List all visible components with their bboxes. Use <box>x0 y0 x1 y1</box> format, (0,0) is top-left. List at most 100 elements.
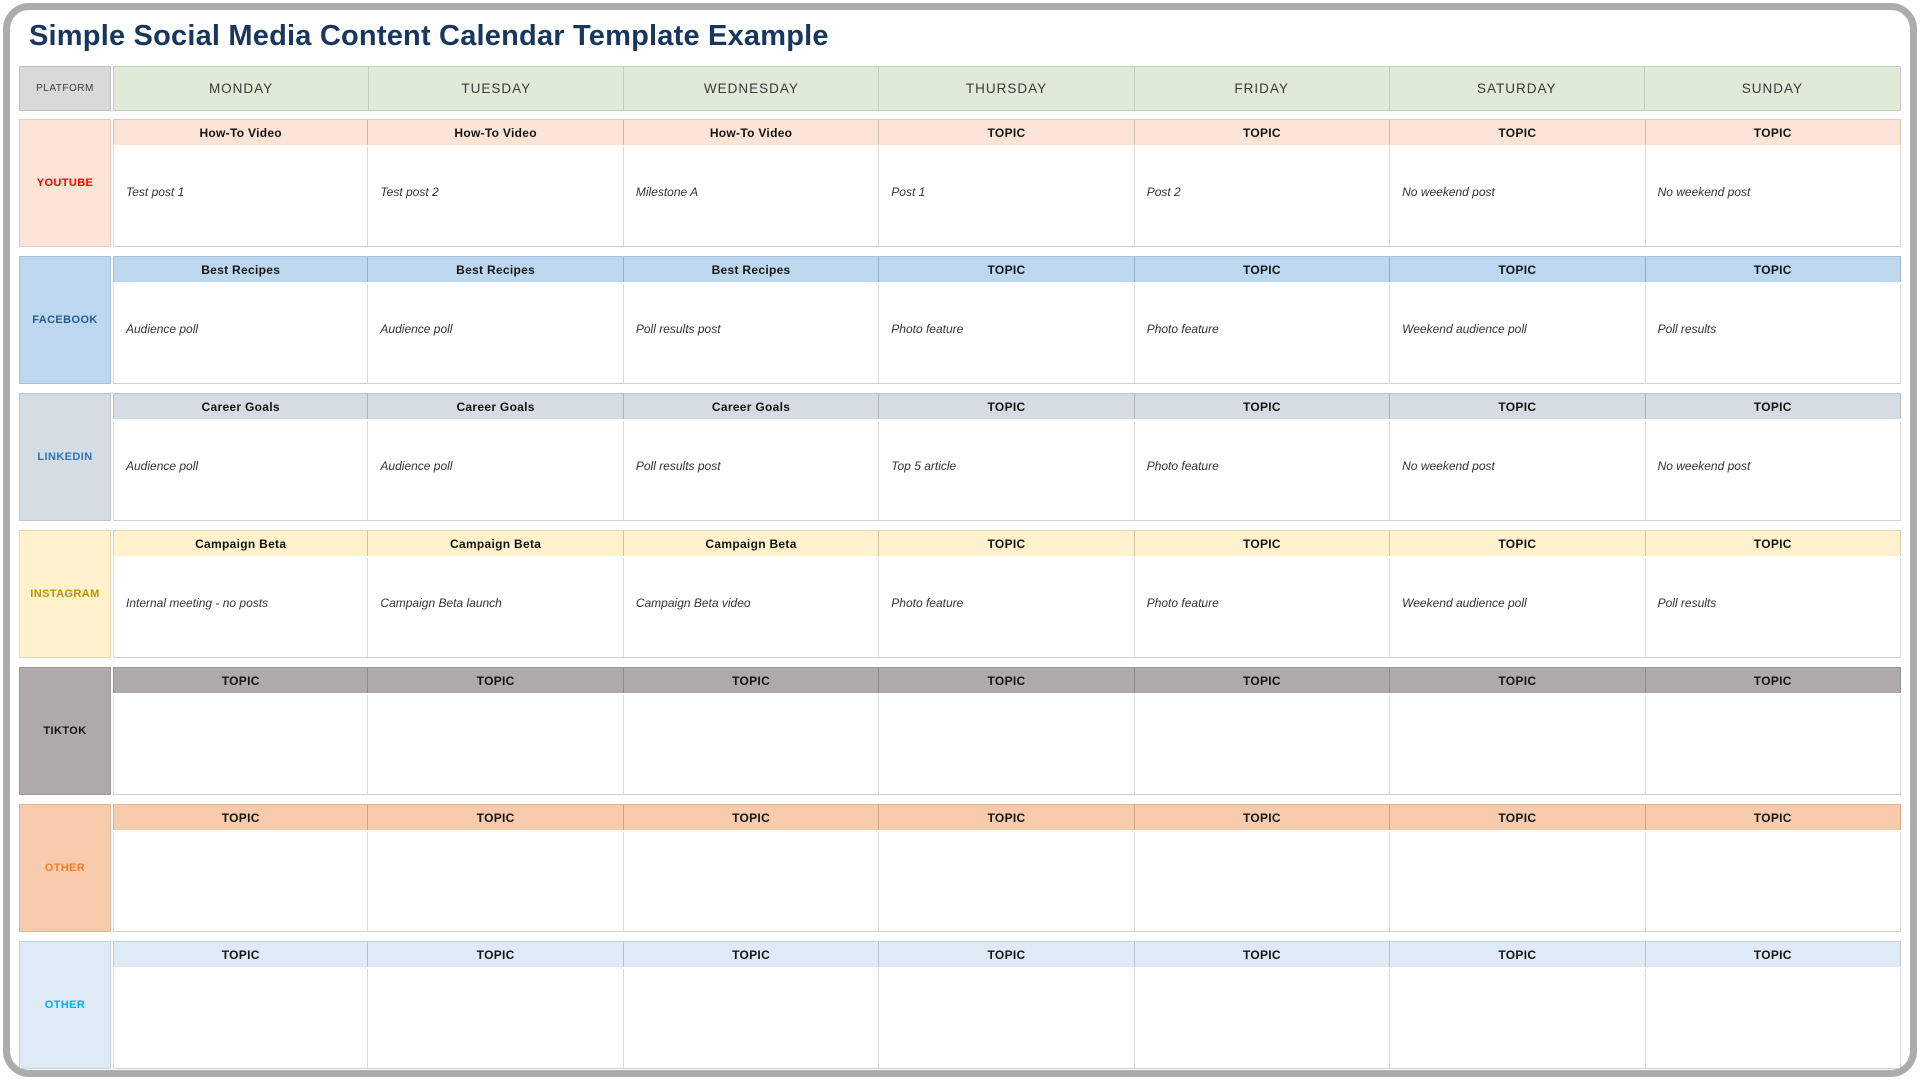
content-cell-facebook-tuesday[interactable]: Audience poll <box>368 284 624 384</box>
topic-cell-linkedin-thursday[interactable]: TOPIC <box>879 393 1135 419</box>
content-cell-tiktok-friday[interactable] <box>1134 695 1391 795</box>
topic-cell-other-1-friday[interactable]: TOPIC <box>1134 804 1391 830</box>
content-cell-other-2-monday[interactable] <box>113 969 369 1069</box>
day-header-wednesday[interactable]: WEDNESDAY <box>624 67 880 110</box>
topic-cell-other-2-monday[interactable]: TOPIC <box>113 941 369 967</box>
topic-cell-other-2-saturday[interactable]: TOPIC <box>1390 941 1646 967</box>
content-cell-youtube-monday[interactable]: Test post 1 <box>113 147 369 247</box>
platform-cell-facebook[interactable]: FACEBOOK <box>19 256 111 384</box>
content-cell-youtube-friday[interactable]: Post 2 <box>1134 147 1391 247</box>
content-cell-instagram-friday[interactable]: Photo feature <box>1134 558 1391 658</box>
platform-cell-youtube[interactable]: YOUTUBE <box>19 119 111 247</box>
topic-cell-other-1-thursday[interactable]: TOPIC <box>879 804 1135 830</box>
topic-cell-facebook-friday[interactable]: TOPIC <box>1134 256 1391 282</box>
topic-cell-linkedin-wednesday[interactable]: Career Goals <box>623 393 880 419</box>
content-cell-linkedin-wednesday[interactable]: Poll results post <box>623 421 880 521</box>
platform-cell-other-2[interactable]: OTHER <box>19 941 111 1069</box>
content-cell-facebook-friday[interactable]: Photo feature <box>1134 284 1391 384</box>
content-cell-instagram-thursday[interactable]: Photo feature <box>879 558 1135 658</box>
topic-cell-facebook-thursday[interactable]: TOPIC <box>879 256 1135 282</box>
content-cell-facebook-sunday[interactable]: Poll results <box>1645 284 1901 384</box>
topic-cell-facebook-tuesday[interactable]: Best Recipes <box>368 256 624 282</box>
content-cell-other-1-sunday[interactable] <box>1645 832 1901 932</box>
topic-cell-youtube-tuesday[interactable]: How-To Video <box>368 119 624 145</box>
topic-cell-linkedin-monday[interactable]: Career Goals <box>113 393 369 419</box>
topic-cell-other-2-sunday[interactable]: TOPIC <box>1645 941 1901 967</box>
content-cell-instagram-tuesday[interactable]: Campaign Beta launch <box>368 558 624 658</box>
content-cell-facebook-saturday[interactable]: Weekend audience poll <box>1390 284 1646 384</box>
content-cell-tiktok-wednesday[interactable] <box>623 695 880 795</box>
content-cell-youtube-tuesday[interactable]: Test post 2 <box>368 147 624 247</box>
content-cell-other-1-tuesday[interactable] <box>368 832 624 932</box>
platform-cell-linkedin[interactable]: LINKEDIN <box>19 393 111 521</box>
content-cell-tiktok-tuesday[interactable] <box>368 695 624 795</box>
topic-cell-instagram-tuesday[interactable]: Campaign Beta <box>368 530 624 556</box>
content-cell-other-2-thursday[interactable] <box>879 969 1135 1069</box>
day-header-friday[interactable]: FRIDAY <box>1134 67 1390 110</box>
content-cell-other-2-saturday[interactable] <box>1390 969 1646 1069</box>
topic-cell-linkedin-friday[interactable]: TOPIC <box>1134 393 1391 419</box>
content-cell-instagram-wednesday[interactable]: Campaign Beta video <box>623 558 880 658</box>
topic-cell-tiktok-thursday[interactable]: TOPIC <box>879 667 1135 693</box>
platform-cell-other-1[interactable]: OTHER <box>19 804 111 932</box>
content-cell-instagram-saturday[interactable]: Weekend audience poll <box>1390 558 1646 658</box>
day-header-sunday[interactable]: SUNDAY <box>1644 67 1900 110</box>
content-cell-other-2-tuesday[interactable] <box>368 969 624 1069</box>
day-header-saturday[interactable]: SATURDAY <box>1389 67 1645 110</box>
content-cell-tiktok-sunday[interactable] <box>1645 695 1901 795</box>
content-cell-linkedin-monday[interactable]: Audience poll <box>113 421 369 521</box>
topic-cell-other-1-monday[interactable]: TOPIC <box>113 804 369 830</box>
content-cell-linkedin-thursday[interactable]: Top 5 article <box>879 421 1135 521</box>
content-cell-tiktok-saturday[interactable] <box>1390 695 1646 795</box>
topic-cell-youtube-friday[interactable]: TOPIC <box>1134 119 1391 145</box>
topic-cell-instagram-sunday[interactable]: TOPIC <box>1645 530 1901 556</box>
content-cell-other-2-wednesday[interactable] <box>623 969 880 1069</box>
topic-cell-tiktok-wednesday[interactable]: TOPIC <box>623 667 880 693</box>
topic-cell-other-1-tuesday[interactable]: TOPIC <box>368 804 624 830</box>
content-cell-linkedin-sunday[interactable]: No weekend post <box>1645 421 1901 521</box>
day-header-monday[interactable]: MONDAY <box>114 67 370 110</box>
topic-cell-other-2-friday[interactable]: TOPIC <box>1134 941 1391 967</box>
topic-cell-tiktok-tuesday[interactable]: TOPIC <box>368 667 624 693</box>
content-cell-other-2-friday[interactable] <box>1134 969 1391 1069</box>
content-cell-other-2-sunday[interactable] <box>1645 969 1901 1069</box>
topic-cell-linkedin-tuesday[interactable]: Career Goals <box>368 393 624 419</box>
topic-cell-instagram-monday[interactable]: Campaign Beta <box>113 530 369 556</box>
content-cell-youtube-thursday[interactable]: Post 1 <box>879 147 1135 247</box>
day-header-tuesday[interactable]: TUESDAY <box>369 67 625 110</box>
platform-cell-tiktok[interactable]: TIKTOK <box>19 667 111 795</box>
topic-cell-youtube-thursday[interactable]: TOPIC <box>879 119 1135 145</box>
content-cell-youtube-saturday[interactable]: No weekend post <box>1390 147 1646 247</box>
topic-cell-other-2-thursday[interactable]: TOPIC <box>879 941 1135 967</box>
topic-cell-tiktok-monday[interactable]: TOPIC <box>113 667 369 693</box>
content-cell-instagram-sunday[interactable]: Poll results <box>1645 558 1901 658</box>
topic-cell-linkedin-sunday[interactable]: TOPIC <box>1645 393 1901 419</box>
topic-cell-youtube-monday[interactable]: How-To Video <box>113 119 369 145</box>
topic-cell-other-1-saturday[interactable]: TOPIC <box>1390 804 1646 830</box>
content-cell-tiktok-thursday[interactable] <box>879 695 1135 795</box>
topic-cell-tiktok-sunday[interactable]: TOPIC <box>1645 667 1901 693</box>
content-cell-other-1-wednesday[interactable] <box>623 832 880 932</box>
content-cell-linkedin-tuesday[interactable]: Audience poll <box>368 421 624 521</box>
topic-cell-youtube-saturday[interactable]: TOPIC <box>1390 119 1646 145</box>
topic-cell-facebook-wednesday[interactable]: Best Recipes <box>623 256 880 282</box>
content-cell-linkedin-friday[interactable]: Photo feature <box>1134 421 1391 521</box>
topic-cell-youtube-sunday[interactable]: TOPIC <box>1645 119 1901 145</box>
topic-cell-instagram-saturday[interactable]: TOPIC <box>1390 530 1646 556</box>
content-cell-youtube-wednesday[interactable]: Milestone A <box>623 147 880 247</box>
content-cell-other-1-monday[interactable] <box>113 832 369 932</box>
topic-cell-instagram-thursday[interactable]: TOPIC <box>879 530 1135 556</box>
topic-cell-instagram-friday[interactable]: TOPIC <box>1134 530 1391 556</box>
topic-cell-other-1-wednesday[interactable]: TOPIC <box>623 804 880 830</box>
platform-cell-instagram[interactable]: INSTAGRAM <box>19 530 111 658</box>
content-cell-other-1-friday[interactable] <box>1134 832 1391 932</box>
content-cell-facebook-wednesday[interactable]: Poll results post <box>623 284 880 384</box>
content-cell-instagram-monday[interactable]: Internal meeting - no posts <box>113 558 369 658</box>
content-cell-linkedin-saturday[interactable]: No weekend post <box>1390 421 1646 521</box>
topic-cell-instagram-wednesday[interactable]: Campaign Beta <box>623 530 880 556</box>
content-cell-facebook-monday[interactable]: Audience poll <box>113 284 369 384</box>
topic-cell-youtube-wednesday[interactable]: How-To Video <box>623 119 880 145</box>
topic-cell-linkedin-saturday[interactable]: TOPIC <box>1390 393 1646 419</box>
topic-cell-facebook-saturday[interactable]: TOPIC <box>1390 256 1646 282</box>
content-cell-youtube-sunday[interactable]: No weekend post <box>1645 147 1901 247</box>
